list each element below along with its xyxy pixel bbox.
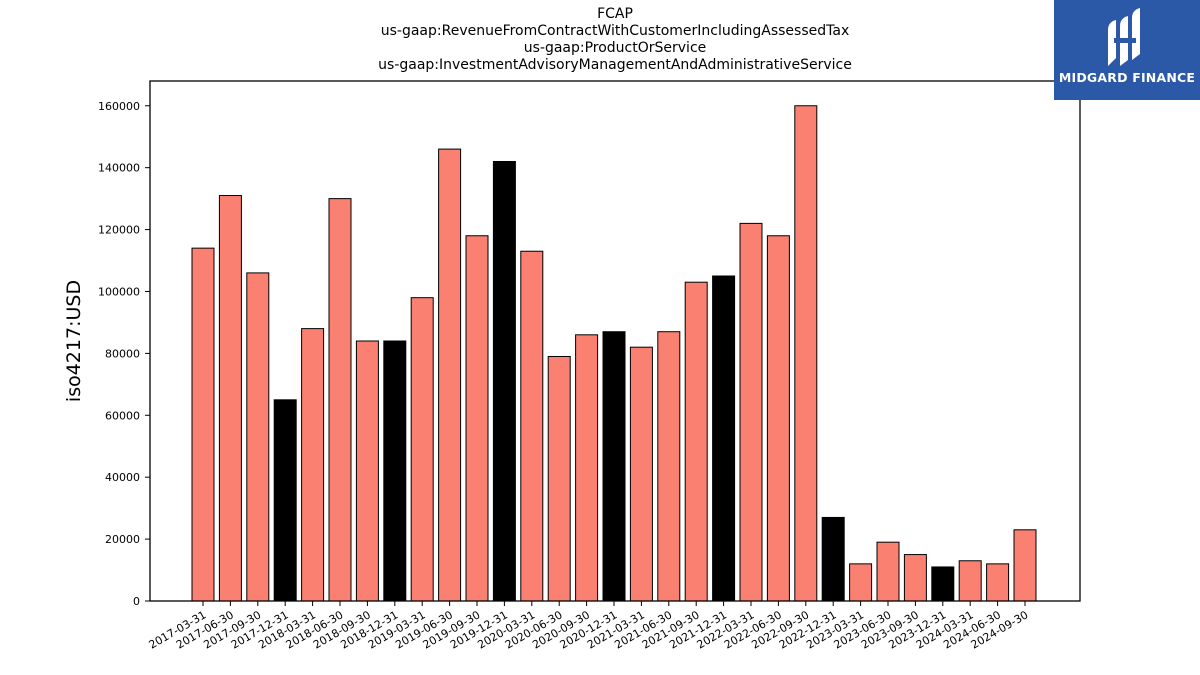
bar-2017-09-30 (246, 272, 270, 602)
bar-2022-12-31 (821, 516, 845, 602)
bar-2017-06-30 (218, 195, 242, 602)
chart-title-line-2: us-gaap:RevenueFromContractWithCustomerI… (380, 23, 850, 39)
bar-2020-06-30 (547, 355, 571, 602)
bar-2023-12-31 (931, 566, 955, 602)
bar-2020-03-31 (520, 250, 544, 602)
midgard-logo-icon (1108, 8, 1140, 66)
bar-2022-09-30 (794, 105, 818, 602)
bar-2024-09-30 (1013, 529, 1037, 602)
bar-2021-09-30 (684, 281, 708, 602)
y-tick-label-140000: 140000 (98, 162, 140, 175)
bar-2019-09-30 (465, 235, 489, 602)
bar-2022-06-30 (766, 235, 790, 602)
bar-2018-06-30 (328, 198, 352, 602)
y-tick-label-20000: 20000 (105, 533, 140, 546)
bar-2021-03-31 (629, 346, 653, 602)
bar-2021-12-31 (712, 275, 736, 602)
bar-2018-03-31 (301, 328, 325, 602)
chart-title-line-4: us-gaap:InvestmentAdvisoryManagementAndA… (378, 57, 852, 73)
bar-2020-09-30 (575, 334, 599, 602)
y-tick-label-60000: 60000 (105, 409, 140, 422)
chart-title-line-3: us-gaap:ProductOrService (523, 40, 707, 56)
bar-2021-06-30 (657, 331, 681, 602)
y-axis-label: iso4217:USD (63, 280, 85, 402)
y-tick-label-80000: 80000 (105, 347, 140, 360)
y-tick-label-100000: 100000 (98, 285, 140, 298)
bar-2019-06-30 (438, 148, 462, 602)
bar-2024-06-30 (986, 563, 1010, 602)
y-tick-label-40000: 40000 (105, 471, 140, 484)
bar-2019-12-31 (492, 160, 516, 602)
bar-2018-12-31 (383, 340, 407, 602)
bar-2017-12-31 (273, 399, 297, 602)
logo-text: MIDGARD FINANCE (1058, 70, 1196, 85)
chart-title: FCAP us-gaap:RevenueFromContractWithCust… (0, 6, 1200, 74)
bar-2024-03-31 (958, 560, 982, 602)
bar-2022-03-31 (739, 222, 763, 602)
bar-2018-09-30 (355, 340, 379, 602)
chart-title-line-1: FCAP (597, 6, 633, 22)
bar-2019-03-31 (410, 297, 434, 602)
y-tick-label-160000: 160000 (98, 100, 140, 113)
bar-2023-03-31 (849, 563, 873, 602)
bar-2020-12-31 (602, 331, 626, 602)
midgard-logo: MIDGARD FINANCE (1054, 0, 1200, 100)
bar-2023-06-30 (876, 541, 900, 602)
plot-frame (149, 80, 1081, 602)
bar-2023-09-30 (903, 554, 927, 602)
y-tick-label-0: 0 (133, 595, 140, 608)
bar-2017-03-31 (191, 247, 215, 602)
y-tick-label-120000: 120000 (98, 224, 140, 237)
